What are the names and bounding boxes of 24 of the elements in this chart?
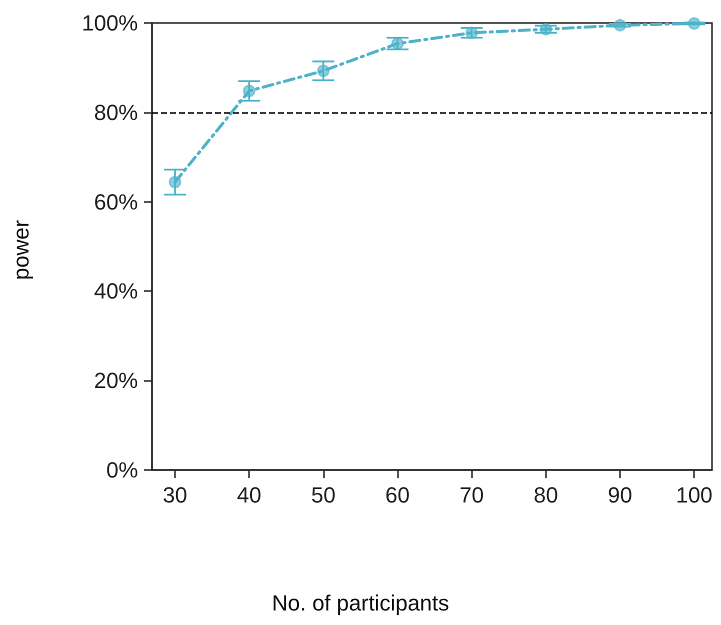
y-tick-label: 20% bbox=[94, 368, 138, 394]
point bbox=[242, 84, 256, 98]
point bbox=[540, 23, 552, 36]
y-tick-label: 80% bbox=[94, 100, 138, 125]
x-tick-label: 30 bbox=[162, 482, 188, 508]
y-tick-label: 100% bbox=[82, 10, 138, 36]
y-tick-label: 60% bbox=[94, 189, 138, 214]
x-tick-label: 50 bbox=[311, 482, 336, 508]
y-tick-label: 0% bbox=[106, 458, 138, 482]
x-tick-label: 70 bbox=[459, 482, 484, 508]
point bbox=[614, 18, 626, 32]
x-axis-title: No. of participants bbox=[272, 590, 450, 616]
point bbox=[317, 64, 330, 78]
x-tick-label: 90 bbox=[608, 482, 632, 508]
point bbox=[391, 37, 404, 50]
x-tick-label: 40 bbox=[236, 482, 262, 508]
x-tick-label: 100 bbox=[676, 482, 713, 508]
point bbox=[688, 17, 700, 30]
point bbox=[465, 26, 478, 40]
point bbox=[168, 176, 182, 188]
y-tick-label: 40% bbox=[94, 278, 138, 304]
x-tick-label: 80 bbox=[534, 482, 558, 508]
x-tick-label: 60 bbox=[385, 482, 410, 508]
y-axis-title: power bbox=[8, 220, 34, 280]
